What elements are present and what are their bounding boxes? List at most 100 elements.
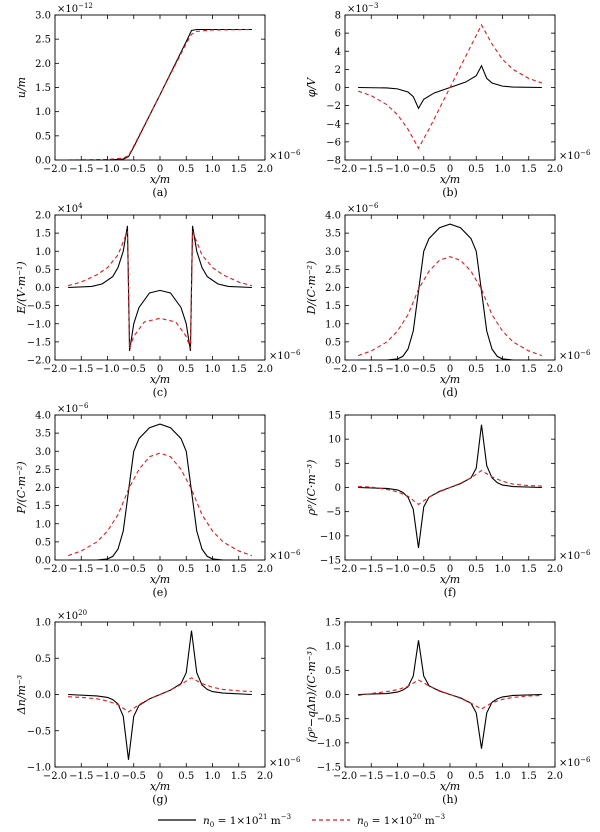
panel-g-xtick-label: 1.5 bbox=[231, 771, 247, 782]
panel-b-ytick-label: −8 bbox=[326, 156, 341, 167]
panel-c-series-red bbox=[67, 231, 253, 349]
panel-a-xtick-label: −1.5 bbox=[69, 164, 93, 175]
panel-b-series-red bbox=[357, 23, 543, 150]
panel-g-ytick-label: 0.0 bbox=[35, 690, 51, 701]
panel-a-ylabel: u/m bbox=[15, 77, 28, 98]
panel-d-xtick-label: 0.5 bbox=[468, 364, 484, 375]
panel-a-ytick-label: 2.5 bbox=[35, 35, 51, 46]
panel-b-xtick-label: −2.0 bbox=[333, 164, 357, 175]
panel-h-ytick-label: −0.5 bbox=[317, 714, 341, 725]
panel-g-series-black bbox=[68, 630, 252, 760]
panel-h-xtick-label: 0 bbox=[447, 771, 453, 782]
panel-f-ytick-label: −5 bbox=[326, 507, 341, 518]
panel-a-ytick-label: 0.0 bbox=[35, 156, 51, 167]
panel-a-xtick-label: 1.0 bbox=[205, 164, 221, 175]
panel-g-xtick-label: 0 bbox=[157, 771, 163, 782]
panel-e-xtick-label: 0 bbox=[157, 564, 163, 575]
panel-d-xlabel: x/m bbox=[440, 373, 460, 386]
panel-b: −2.0 −1.5 −1.0 −0.5 0 0.5 1.0 1.5 2.0 −8 −6 −4 −2 0 2 4… bbox=[305, 2, 591, 199]
panel-g-ylabel: Δn/m⁻³ bbox=[15, 675, 28, 715]
panel-c-xtick-label: −0.5 bbox=[122, 364, 146, 375]
panel-d-ylabel: D/(C·m⁻²) bbox=[305, 261, 318, 316]
panel-d-xtick-label: −1.0 bbox=[385, 364, 409, 375]
panel-b-ylabel: φ/V bbox=[305, 77, 318, 97]
panel-g-xlabel: x/m bbox=[150, 780, 170, 793]
panel-c-xtick-label: −1.0 bbox=[95, 364, 119, 375]
panel-c-ytick-label: 1.5 bbox=[35, 229, 51, 240]
panel-b-ytick-label: 6 bbox=[335, 29, 341, 40]
panel-a-frame bbox=[54, 14, 266, 161]
panel-f-series-black bbox=[358, 424, 542, 548]
panel-b-xtick-label: 0 bbox=[447, 164, 453, 175]
panel-b-ytick-label: −4 bbox=[326, 119, 341, 130]
panel-d: −2.0 −1.5 −1.0 −0.5 0 0.5 1.0 1.5 2.0 0.0 0.5 1.0 1.… bbox=[305, 202, 591, 399]
panel-d-label: (d) bbox=[442, 386, 458, 399]
panel-c-xtick-label: 2.0 bbox=[257, 364, 273, 375]
panel-b-x-exponent: ×10−6 bbox=[559, 149, 591, 162]
panel-d-y-exponent: ×10−6 bbox=[347, 202, 379, 215]
panel-b-label: (b) bbox=[442, 186, 458, 199]
panel-a-ytick-label: 1.5 bbox=[35, 83, 51, 94]
panel-a-label: (a) bbox=[152, 186, 167, 199]
panel-f-series-red bbox=[358, 469, 542, 506]
panel-h-ytick-label: 0.5 bbox=[325, 666, 341, 677]
panel-g-xtick-label: 2.0 bbox=[257, 771, 273, 782]
panel-f-xtick-label: 0 bbox=[447, 564, 453, 575]
panel-e-y-exponent: ×10−6 bbox=[57, 402, 89, 415]
panel-g-label: (g) bbox=[152, 793, 168, 806]
panel-b-xtick-label: 1.5 bbox=[521, 164, 537, 175]
panel-f-xtick-label: 0.5 bbox=[468, 564, 484, 575]
panel-b-xtick-label: −1.5 bbox=[359, 164, 383, 175]
panel-d-x-exponent: ×10−6 bbox=[559, 349, 591, 362]
panel-b-xtick-label: 2.0 bbox=[547, 164, 563, 175]
panel-b-ytick-label: −2 bbox=[326, 101, 341, 112]
panel-g-series-red bbox=[68, 677, 252, 713]
panel-e-x-exponent: ×10−6 bbox=[269, 549, 301, 562]
panel-e-ytick-label: 0.5 bbox=[35, 537, 51, 548]
panel-c-ytick-label: 1.0 bbox=[35, 247, 51, 258]
panel-h: −2.0 −1.5 −1.0 −0.5 0 0.5 1.0 1.5 2.0−1.5−1.0−0.… bbox=[305, 618, 591, 807]
panel-h-xtick-label: 0.5 bbox=[468, 771, 484, 782]
legend-label-red: n0 = 1×1020 m−3 bbox=[357, 813, 445, 829]
panel-e-ytick-label: 1.5 bbox=[35, 501, 51, 512]
panel-a-ytick-label: 3.0 bbox=[35, 11, 51, 22]
panel-f: −2.0 −1.5 −1.0 −0.5 0 0.5 1.0 1.5 2.0 −15 −10 −5 0 5 1… bbox=[305, 411, 591, 600]
panel-h-xtick-label: 2.0 bbox=[547, 771, 563, 782]
panel-f-ytick-label: 15 bbox=[328, 411, 341, 422]
panel-g-y-exponent: ×1020 bbox=[57, 609, 87, 622]
panel-e-ytick-label: 1.0 bbox=[35, 519, 51, 530]
panel-f-xtick-label: 1.5 bbox=[521, 564, 537, 575]
panel-g-ytick-label: 0.5 bbox=[35, 654, 51, 665]
panel-a-xtick-label: −2.0 bbox=[43, 164, 67, 175]
panel-f-ytick-label: 5 bbox=[335, 459, 341, 470]
panel-a-xlabel: x/m bbox=[150, 173, 170, 186]
panel-h-series-black bbox=[358, 640, 542, 749]
panel-d-series-red bbox=[357, 256, 543, 357]
panel-h-label: (h) bbox=[442, 793, 458, 806]
panel-g-xtick-label: 0.5 bbox=[178, 771, 194, 782]
panel-h-ytick-label: −1.0 bbox=[317, 738, 341, 749]
panel-d-xtick-label: −0.5 bbox=[412, 364, 436, 375]
panel-c-series-black bbox=[68, 225, 252, 352]
panel-a-ytick-label: 2.0 bbox=[35, 59, 51, 70]
panel-e-xlabel: x/m bbox=[150, 573, 170, 586]
panel-a-xtick-label: −0.5 bbox=[122, 164, 146, 175]
panel-f-xtick-label: −0.5 bbox=[412, 564, 436, 575]
panel-a-xtick-label: 2.0 bbox=[257, 164, 273, 175]
panel-h-xtick-label: −0.5 bbox=[412, 771, 436, 782]
panel-e-ytick-label: 3.0 bbox=[35, 447, 51, 458]
panel-f-x-exponent: ×10−6 bbox=[559, 549, 591, 562]
panel-e-xtick-label: −2.0 bbox=[43, 564, 67, 575]
panel-c-ytick-label: −1.0 bbox=[27, 319, 51, 330]
panel-h-ytick-label: −1.5 bbox=[317, 763, 341, 774]
panel-f-xtick-label: −1.5 bbox=[359, 564, 383, 575]
panel-h-ytick-label: 1.0 bbox=[325, 642, 341, 653]
panel-c-y-exponent: ×104 bbox=[57, 202, 83, 215]
panel-d-xtick-label: −2.0 bbox=[333, 364, 357, 375]
panel-h-xtick-label: −2.0 bbox=[333, 771, 357, 782]
panel-b-xtick-label: 1.0 bbox=[495, 164, 511, 175]
panel-c-xtick-label: 1.5 bbox=[231, 364, 247, 375]
panel-d-frame bbox=[344, 214, 556, 361]
panel-d-xtick-label: 0 bbox=[447, 364, 453, 375]
